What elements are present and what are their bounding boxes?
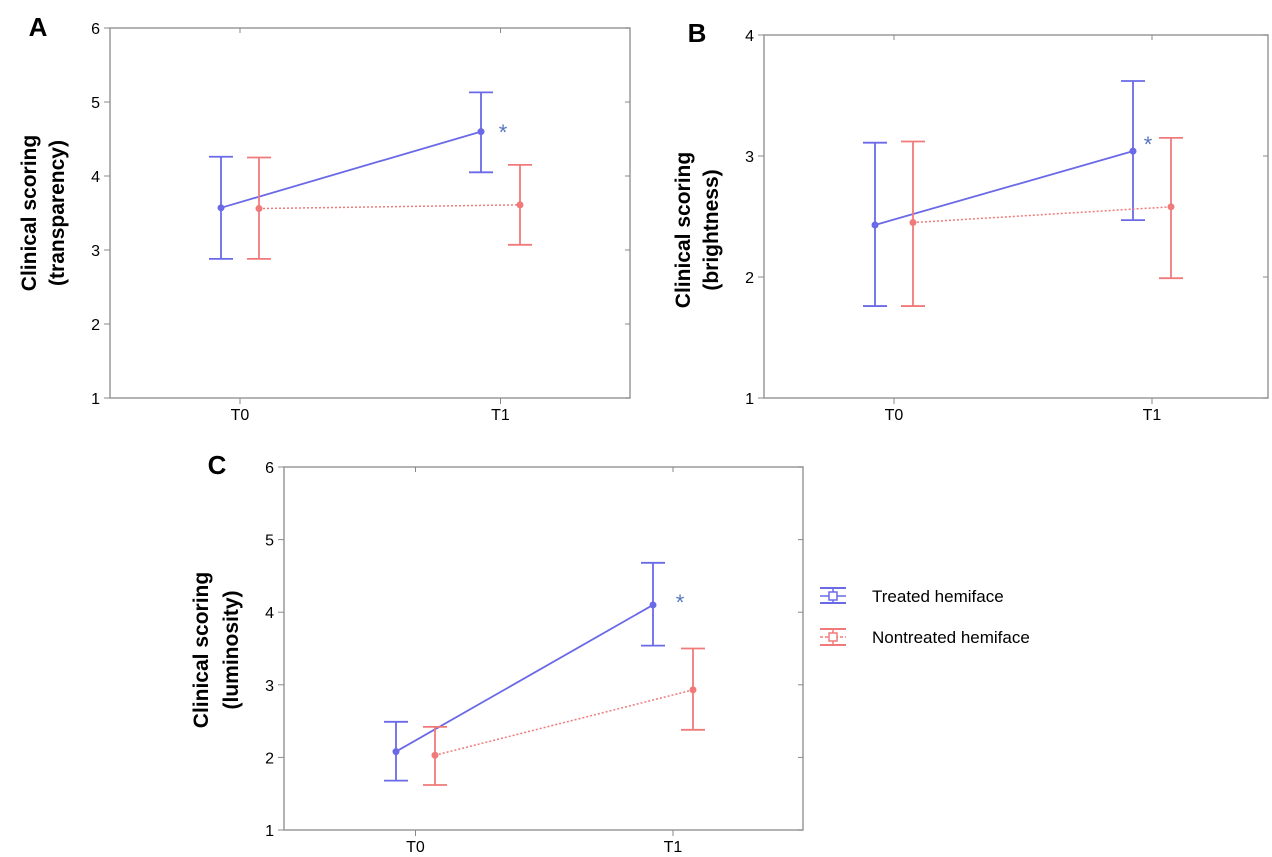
data-point-nontreated	[689, 686, 697, 694]
y-axis-label-line1: Clinical scoring	[18, 135, 41, 291]
data-point-nontreated	[516, 201, 524, 209]
data-point-nontreated	[431, 751, 439, 759]
y-tick-label: 2	[91, 317, 100, 334]
chart-panel-c: 1 2 3 4 5 6 T0 T1 C Clinical scoring (luminosity) *	[190, 450, 804, 856]
data-point-treated	[1129, 147, 1137, 155]
y-axis-label-line2: (luminosity)	[220, 591, 243, 710]
x-tick-label: T0	[231, 407, 250, 424]
panel-letter: C	[208, 450, 227, 480]
plot-area	[109, 27, 631, 399]
chart-panel-b: 1 2 3 4 T0 T1 B Clinical scoring (brightness) *	[672, 18, 1269, 424]
x-tick-label: T0	[406, 839, 425, 856]
y-tick-label: 1	[265, 823, 274, 840]
y-tick-label: 2	[265, 750, 274, 767]
series-nontreated	[247, 156, 532, 260]
y-axis-label-line1: Clinical scoring	[672, 152, 695, 308]
y-tick-label: 2	[745, 270, 754, 287]
y-tick-label: 3	[745, 149, 754, 166]
series-line-nontreated	[258, 204, 521, 210]
data-point-nontreated	[255, 205, 263, 213]
series-treated	[209, 91, 493, 260]
significance-marker: *	[499, 120, 508, 145]
legend-treated-swatch	[820, 587, 846, 604]
y-tick-label: 3	[265, 678, 274, 695]
series-line-nontreated	[912, 206, 1172, 224]
y-tick-label: 4	[745, 28, 754, 45]
legend-nontreated-swatch	[820, 628, 846, 646]
legend-nontreated-label: Nontreated hemiface	[872, 628, 1030, 647]
data-point-treated	[649, 601, 657, 609]
y-tick-label: 5	[265, 533, 274, 550]
legend: Treated hemiface Nontreated hemiface	[820, 587, 1030, 647]
significance-marker: *	[1144, 132, 1153, 157]
y-axis-label-line1: Clinical scoring	[190, 572, 213, 728]
series-treated	[863, 80, 1145, 307]
y-tick-label: 4	[265, 605, 274, 622]
panel-letter: B	[688, 18, 707, 48]
x-tick-label: T1	[664, 839, 683, 856]
plot-area	[763, 34, 1269, 399]
y-tick-label: 3	[91, 243, 100, 260]
y-tick-label: 5	[91, 95, 100, 112]
data-point-nontreated	[1167, 203, 1175, 211]
y-axis-label-line2: (transparency)	[46, 140, 69, 286]
series-line-nontreated	[434, 689, 694, 756]
data-point-treated	[392, 748, 400, 756]
x-tick-label: T1	[1143, 407, 1162, 424]
y-axis-label-line2: (brightness)	[700, 169, 723, 290]
y-tick-label: 1	[745, 391, 754, 408]
data-point-nontreated	[909, 219, 917, 227]
series-line-treated	[874, 150, 1134, 226]
panel-letter: A	[29, 12, 48, 42]
y-tick-label: 6	[265, 460, 274, 477]
series-nontreated	[423, 647, 705, 786]
x-tick-label: T1	[491, 407, 510, 424]
y-tick-label: 4	[91, 169, 100, 186]
plot-area	[283, 466, 804, 831]
data-point-treated	[477, 128, 485, 136]
series-line-treated	[220, 130, 482, 209]
y-tick-label: 1	[91, 391, 100, 408]
legend-treated-label: Treated hemiface	[872, 587, 1004, 606]
y-tick-label: 6	[91, 21, 100, 38]
data-point-treated	[871, 221, 879, 229]
data-point-treated	[217, 204, 225, 212]
significance-marker: *	[676, 590, 685, 615]
chart-panel-a: 1 2 3 4 5 6 T0 T1 A Clinical scoring (transparency…	[18, 12, 631, 424]
series-nontreated	[901, 136, 1183, 307]
x-tick-label: T0	[885, 407, 904, 424]
